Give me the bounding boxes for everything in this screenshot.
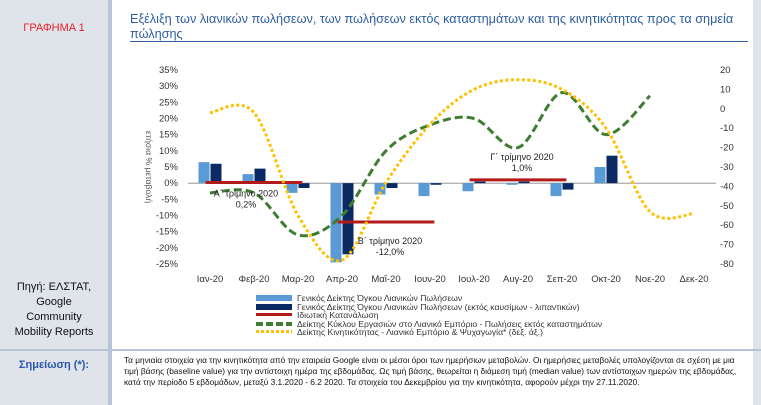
non-store-sales-line (209, 91, 652, 238)
bar-retail-volume (374, 183, 386, 195)
y-tick-label: 20% (159, 114, 179, 125)
y-tick-label: -15% (156, 227, 179, 238)
bar-retail-volume-ex-fuel (430, 183, 442, 185)
y2-tick-label: 10 (720, 84, 731, 95)
bar-retail-volume-ex-fuel (298, 183, 310, 189)
legend-swatch-green (256, 321, 292, 326)
legend-swatch-bar1 (256, 295, 292, 301)
left-panel (0, 0, 108, 349)
chart-legend: Γενικός Δείκτης Όγκου Λιανικών Πωλήσεων … (256, 294, 676, 337)
bar-retail-volume-ex-fuel (606, 155, 618, 184)
vertical-divider (108, 0, 112, 405)
legend-label: Δείκτης Κινητικότητας - Λιανικό Εμπόριο … (297, 327, 543, 338)
x-tick-label: Ιαν-20 (197, 274, 224, 285)
y-tick-label: 5% (164, 162, 178, 173)
bar-retail-volume-ex-fuel (518, 181, 530, 184)
legend-item: Ιδιωτική Κατανάλωση (256, 311, 676, 320)
legend-item: Γενικός Δείκτης Όγκου Λιανικών Πωλήσεων … (256, 301, 676, 312)
y2-tick-label: 20 (720, 65, 731, 76)
bar-retail-volume (550, 183, 562, 197)
legend-swatch-bar2 (256, 303, 292, 310)
x-tick-label: Μαΐ-20 (371, 274, 400, 285)
legend-item: Γενικός Δείκτης Όγκου Λιανικών Πωλήσεων (256, 294, 676, 303)
bar-retail-volume (286, 183, 298, 193)
quarter-annotation: -12,0% (376, 247, 405, 257)
note-panel (0, 351, 108, 405)
bar-retail-volume (198, 162, 210, 184)
y2-tick-label: 0 (720, 104, 725, 115)
x-tick-label: Αυγ-20 (503, 274, 533, 285)
y-tick-label: 35% (159, 65, 179, 76)
chart-area: 35% 30% 25% 20% 15% 10% 5% 0% -5% -10% -15% -20% -25… (144, 65, 734, 285)
legend-swatch-mobility (256, 330, 292, 334)
bar-retail-volume (506, 183, 518, 185)
y-tick-label: 0% (164, 178, 178, 189)
y-tick-label: 25% (159, 97, 179, 108)
y2-tick-label: -80 (720, 259, 734, 270)
y-tick-label: 15% (159, 130, 179, 141)
quarter-annotation: 1,0% (512, 163, 533, 173)
mobility-index-line (209, 78, 695, 263)
bar-retail-volume-ex-fuel (386, 183, 398, 189)
right-border (753, 0, 761, 405)
y-tick-label: 30% (159, 81, 179, 92)
source-credit: Πηγή: ΕΛΣΤΑΤ, Google Community Mobility … (0, 280, 108, 340)
horizontal-divider (0, 349, 761, 351)
source-line: Community (26, 311, 82, 323)
bar-retail-volume (242, 174, 254, 184)
legend-label: Ιδιωτική Κατανάλωση (297, 310, 379, 321)
y2-tick-label: -20 (720, 143, 734, 154)
bar-retail-volume-ex-fuel (562, 183, 574, 190)
x-tick-label: Σεπ-20 (547, 274, 577, 285)
bar-retail-volume (594, 167, 606, 184)
legend-label: Γενικός Δείκτης Όγκου Λιανικών Πωλήσεων … (297, 301, 580, 312)
x-tick-label: Ιουν-20 (414, 274, 446, 285)
legend-label: Γενικός Δείκτης Όγκου Λιανικών Πωλήσεων (297, 293, 463, 303)
y-tick-label: -5% (161, 194, 178, 205)
bar-retail-volume-ex-fuel (254, 168, 266, 184)
legend-item: Δείκτης Κινητικότητας - Λιανικό Εμπόριο … (256, 328, 676, 337)
bar-retail-volume (462, 183, 474, 192)
x-tick-label: Δεκ-20 (679, 274, 708, 285)
y2-tick-label: -40 (720, 181, 734, 192)
y2-tick-label: -60 (720, 220, 734, 231)
source-line: Πηγή: ΕΛΣΤΑΤ, (16, 281, 92, 293)
bar-retail-volume (418, 183, 430, 197)
y-tick-label: -10% (156, 211, 179, 222)
legend-swatch-consumption (256, 313, 292, 317)
chart-title: Εξέλιξη των λιανικών πωλήσεων, των πωλήσ… (130, 12, 734, 41)
x-tick-label: Ιουλ-20 (458, 274, 490, 285)
x-tick-label: Απρ-20 (326, 274, 358, 285)
bar-retail-volume-ex-fuel (474, 181, 486, 184)
figure-label: ΓΡΑΦΗΜΑ 1 (23, 22, 85, 34)
quarter-annotation: Γ΄ τρίμηνο 2020 (490, 152, 553, 162)
x-tick-label: Νοε-20 (635, 274, 665, 285)
x-tick-label: Οκτ-20 (591, 274, 621, 285)
y2-tick-label: -30 (720, 162, 734, 173)
legend-item: Δείκτης Κύκλου Εργασιών στο Λιανικό Εμπό… (256, 320, 676, 329)
x-tick-label: Φεβ-20 (238, 274, 269, 285)
source-line: Google (36, 296, 72, 308)
legend-label: Δείκτης Κύκλου Εργασιών στο Λιανικό Εμπό… (297, 318, 603, 329)
y-tick-label: -20% (156, 243, 179, 254)
y2-tick-label: -50 (720, 201, 734, 212)
note-label: Σημείωση (*): (18, 359, 90, 371)
quarter-annotation: Α΄ τρίμηνο 2020 (214, 189, 278, 199)
y-axis-title: ετήσια % μεταβολή (144, 131, 154, 203)
x-tick-label: Μαρ-20 (282, 274, 315, 285)
quarter-annotation: Β΄ τρίμηνο 2020 (358, 236, 422, 246)
y-tick-label: -25% (156, 259, 179, 270)
y2-tick-label: -70 (720, 240, 734, 251)
source-line: Mobility Reports (14, 326, 94, 338)
bar-retail-volume-ex-fuel (342, 183, 354, 255)
bar-retail-volume-ex-fuel (210, 163, 222, 184)
note-text: Τα μηνιαία στοιχεία για την κινητικότητα… (124, 355, 737, 387)
quarter-annotation: 0,2% (236, 200, 257, 210)
y2-tick-label: -10 (720, 123, 734, 134)
y-tick-label: 10% (159, 146, 179, 157)
title-underline (130, 41, 748, 42)
